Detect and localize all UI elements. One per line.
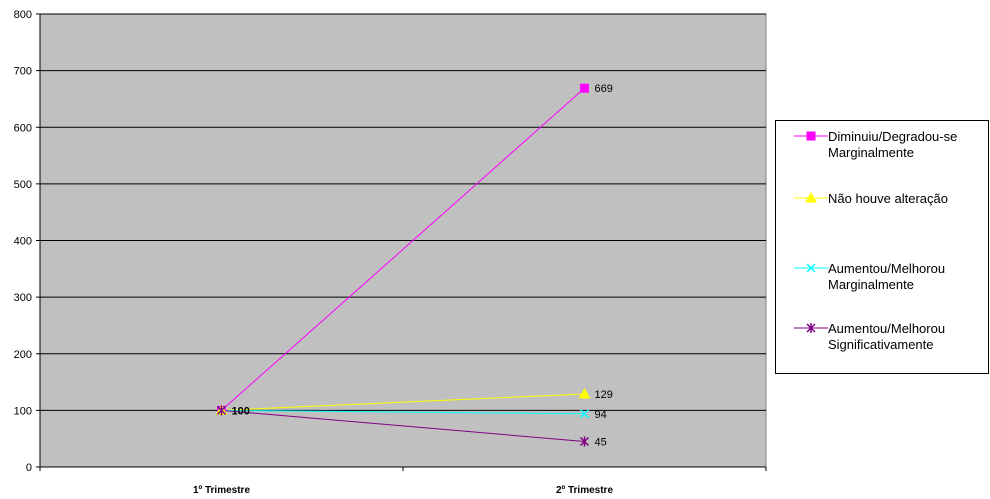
y-tick-label: 500 [14, 179, 32, 191]
x-tick-label: 1º Trimestre [193, 485, 250, 496]
y-tick-label: 800 [14, 9, 32, 21]
marker-triangle [578, 387, 591, 399]
y-tick-label: 300 [14, 292, 32, 304]
data-labels: 100 669 129 94 45 [232, 83, 613, 448]
legend-label: Não houve alteração [828, 191, 948, 206]
data-label: 669 [595, 83, 613, 95]
data-label: 45 [595, 437, 607, 449]
legend-label: Aumentou/Melhorou Marginalmente [828, 261, 946, 292]
legend-swatch [794, 191, 828, 203]
x-axis: 1º Trimestre 2º Trimestre [39, 466, 767, 496]
gridlines [40, 13, 766, 411]
y-tick-label: 400 [14, 236, 32, 248]
series-line-2 [221, 409, 585, 415]
series-markers [215, 83, 591, 447]
y-tick-label: 700 [14, 66, 32, 78]
legend-label: Diminuiu/Degradou-se Marginalmente [828, 129, 958, 160]
legend-item: Aumentou/Melhorou Significativamente [794, 321, 945, 353]
legend-item: Não houve alteração [794, 191, 948, 207]
marker-star [579, 436, 590, 447]
marker-star [216, 405, 227, 416]
marker-square [806, 131, 816, 141]
marker-triangle [805, 191, 817, 203]
series-lines [221, 87, 585, 443]
marker-x [579, 409, 590, 419]
legend: Diminuiu/Degradou-se Marginalmente Não ho… [775, 120, 989, 374]
legend-label: Aumentou/Melhorou Significativamente [828, 321, 946, 352]
data-label: 129 [595, 389, 613, 401]
marker-x [806, 263, 816, 273]
marker-x-stroke [579, 409, 590, 419]
data-label: 94 [595, 409, 607, 421]
legend-swatch [794, 263, 828, 273]
marker-square [580, 83, 589, 93]
legend-item: Diminuiu/Degradou-se Marginalmente [794, 129, 957, 161]
series-line-3 [221, 409, 585, 443]
x-tick-label: 2º Trimestre [556, 485, 613, 496]
y-axis: 0 100 200 300 400 500 600 700 800 [14, 9, 41, 474]
legend-swatch [794, 323, 828, 333]
marker-star [806, 323, 816, 333]
legend-item: Aumentou/Melhorou Marginalmente [794, 261, 945, 293]
data-label: 100 [232, 405, 250, 417]
legend-swatch [794, 131, 828, 141]
series-line-0 [221, 87, 585, 411]
series-line-1 [221, 393, 585, 411]
y-tick-label: 200 [14, 349, 32, 361]
y-tick-label: 600 [14, 122, 32, 134]
marker-x-stroke [806, 263, 816, 273]
y-tick-label: 100 [14, 405, 32, 417]
y-tick-label: 0 [26, 462, 32, 474]
